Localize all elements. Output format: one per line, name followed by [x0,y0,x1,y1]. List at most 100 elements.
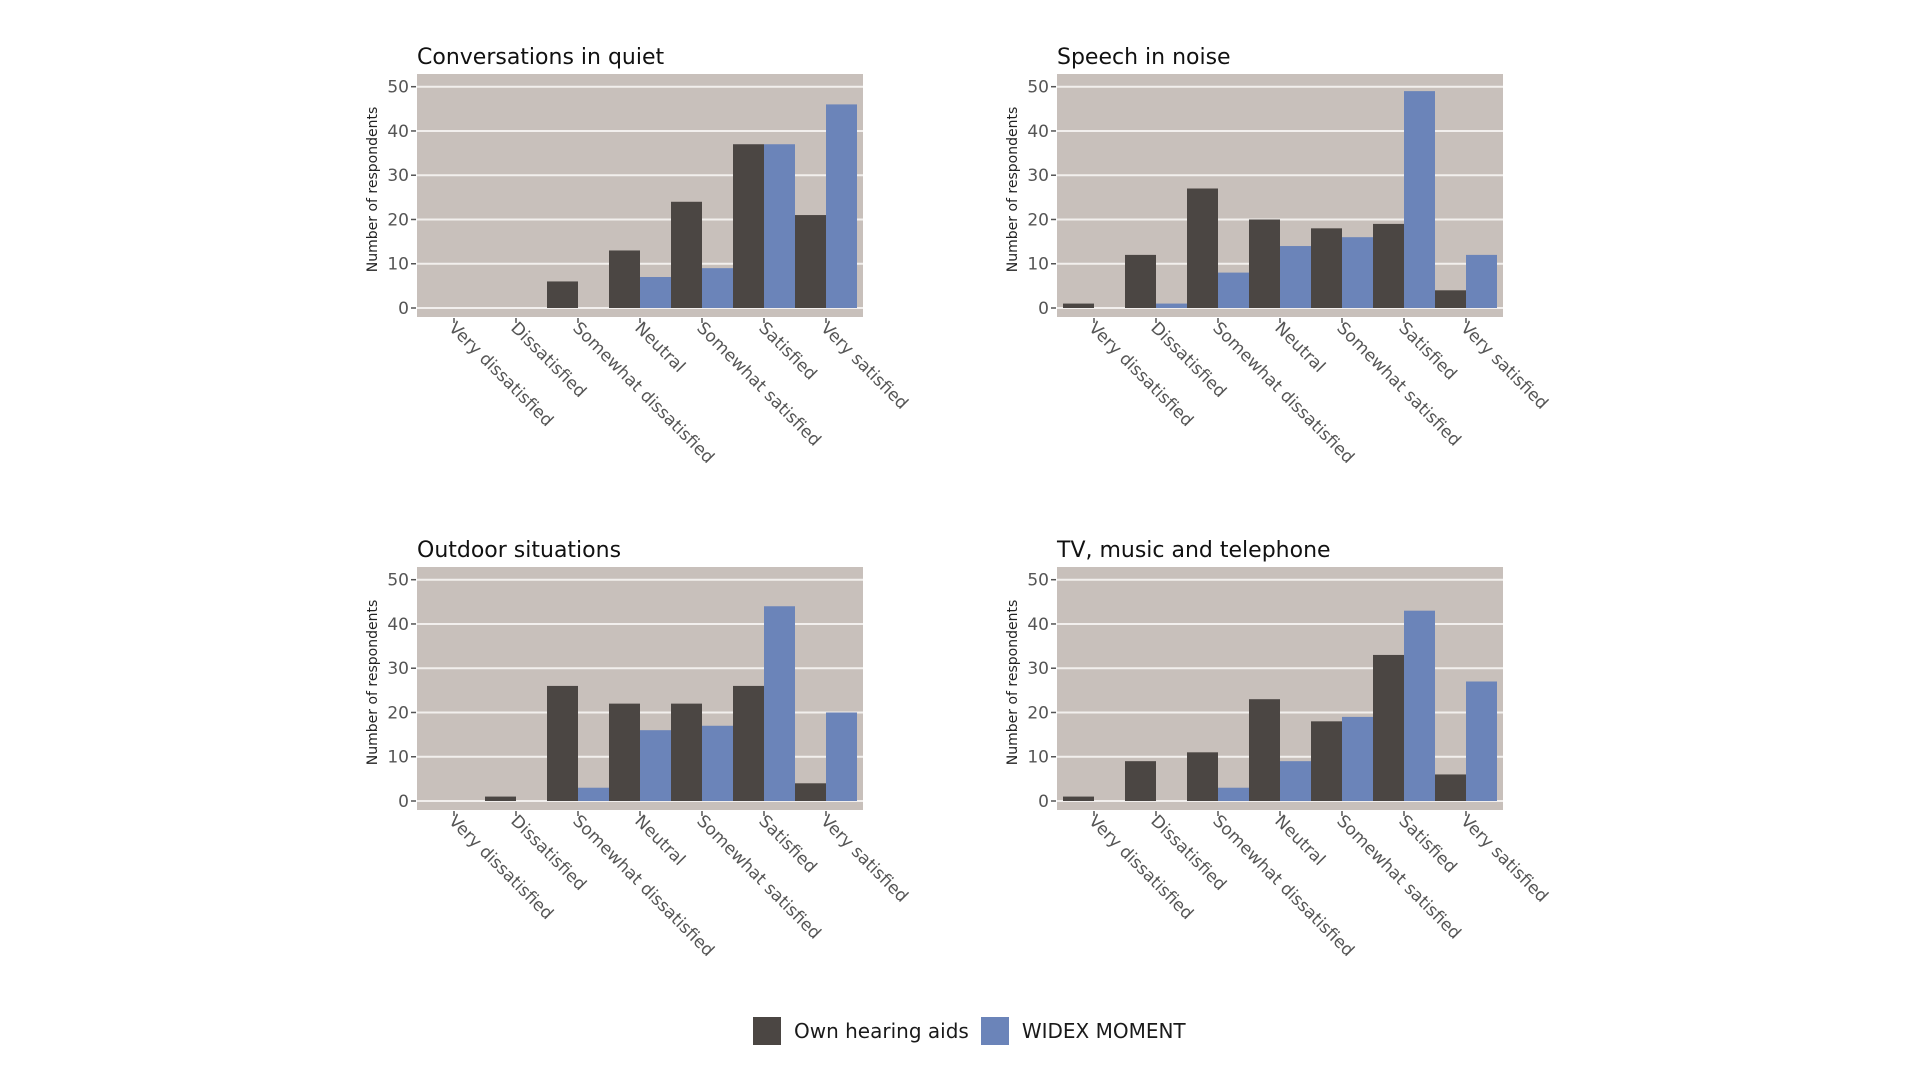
bar-widex-moment-satisfied [764,144,795,308]
y-tick-label: 40 [1027,615,1049,635]
x-tick-label-satisfied: Satisfied [1394,318,1460,384]
y-tick-label: 30 [1027,166,1049,186]
bar-own-hearing-aids-neutral [609,250,640,308]
x-tick-label-very-satisfied: Very satisfied [1456,811,1551,906]
x-tick-label-neutral: Neutral [630,318,689,377]
x-tick-label-very-dissatisfied: Very dissatisfied [444,318,556,430]
bar-own-hearing-aids-very-satisfied [1435,290,1466,308]
bar-own-hearing-aids-satisfied [733,685,764,801]
y-axis-label: Number of respondents [1005,600,1021,765]
y-tick-label: 40 [387,615,409,635]
bar-widex-moment-neutral [640,730,671,801]
y-tick-label: 0 [398,299,409,319]
bar-widex-moment-neutral [640,277,671,308]
bar-own-hearing-aids-very-satisfied [1435,774,1466,801]
y-tick-label: 20 [1027,210,1049,230]
bar-widex-moment-satisfied [1404,91,1435,308]
y-tick-label: 20 [387,210,409,230]
bar-own-hearing-aids-somewhat-dissatisfied [547,685,578,801]
x-tick-label-somewhat-satisfied: Somewhat satisfied [692,318,824,450]
bar-own-hearing-aids-satisfied [733,144,764,308]
x-tick-label-somewhat-satisfied: Somewhat satisfied [1332,811,1464,943]
chart-title-conversations-in-quiet: Conversations in quiet [417,45,665,70]
x-tick-label-very-dissatisfied: Very dissatisfied [1084,811,1196,923]
y-tick-label: 50 [387,78,409,98]
bar-own-hearing-aids-somewhat-satisfied [671,201,702,308]
bar-own-hearing-aids-somewhat-satisfied [1311,228,1342,308]
y-axis-label: Number of respondents [1005,107,1021,272]
x-tick-label-very-dissatisfied: Very dissatisfied [444,811,556,923]
bar-widex-moment-somewhat-satisfied [1342,237,1373,308]
y-axis-label: Number of respondents [365,600,381,765]
bar-widex-moment-neutral [1280,246,1311,308]
x-tick-label-very-dissatisfied: Very dissatisfied [1084,318,1196,430]
bar-own-hearing-aids-dissatisfied [485,796,516,801]
legend-swatch-widex-moment [980,1017,1009,1045]
y-tick-label: 50 [387,571,409,591]
bar-widex-moment-very-satisfied [826,712,857,801]
y-tick-label: 50 [1027,571,1049,591]
y-tick-label: 30 [1027,659,1049,679]
y-tick-label: 10 [1027,748,1049,768]
y-tick-label: 0 [1038,792,1049,812]
x-tick-label-satisfied: Satisfied [1394,811,1460,877]
bar-own-hearing-aids-satisfied [1373,223,1404,308]
x-tick-label-somewhat-satisfied: Somewhat satisfied [692,811,824,943]
bar-own-hearing-aids-somewhat-satisfied [1311,721,1342,801]
bar-own-hearing-aids-dissatisfied [1125,254,1156,308]
bar-widex-moment-dissatisfied [1156,303,1187,308]
bar-own-hearing-aids-somewhat-dissatisfied [547,281,578,308]
bar-own-hearing-aids-very-satisfied [795,215,826,308]
bar-widex-moment-very-satisfied [1466,254,1497,308]
bar-own-hearing-aids-neutral [609,703,640,801]
bar-widex-moment-neutral [1280,761,1311,801]
chart-title-tv-music-and-telephone: TV, music and telephone [1056,538,1331,563]
bar-widex-moment-somewhat-satisfied [702,725,733,801]
x-tick-label-satisfied: Satisfied [754,811,820,877]
bar-widex-moment-satisfied [1404,610,1435,801]
x-tick-label-neutral: Neutral [1270,318,1329,377]
y-tick-label: 10 [1027,255,1049,275]
y-tick-label: 30 [387,659,409,679]
chart-title-outdoor-situations: Outdoor situations [417,538,621,563]
y-tick-label: 40 [387,122,409,142]
bar-own-hearing-aids-somewhat-dissatisfied [1187,752,1218,801]
bar-own-hearing-aids-very-satisfied [795,783,826,801]
legend: Own hearing aids WIDEX MOMENT [753,1016,1198,1046]
bar-own-hearing-aids-satisfied [1373,654,1404,801]
y-tick-label: 50 [1027,78,1049,98]
legend-label-widex-moment: WIDEX MOMENT [1021,1019,1186,1043]
x-tick-label-very-satisfied: Very satisfied [816,318,911,413]
bar-widex-moment-very-satisfied [1466,681,1497,801]
bar-widex-moment-somewhat-dissatisfied [1218,787,1249,801]
bar-widex-moment-somewhat-dissatisfied [578,787,609,801]
bar-widex-moment-satisfied [764,606,795,801]
y-tick-label: 20 [387,703,409,723]
legend-swatch-own-hearing-aids [753,1017,781,1045]
y-tick-label: 30 [387,166,409,186]
bar-widex-moment-somewhat-satisfied [702,268,733,308]
legend-label-own-hearing-aids: Own hearing aids [794,1019,969,1043]
bar-own-hearing-aids-dissatisfied [1125,761,1156,801]
y-tick-label: 0 [1038,299,1049,319]
bar-own-hearing-aids-very-dissatisfied [1063,796,1094,801]
y-tick-label: 20 [1027,703,1049,723]
bar-widex-moment-somewhat-satisfied [1342,716,1373,801]
y-axis-label: Number of respondents [365,107,381,272]
x-tick-label-somewhat-satisfied: Somewhat satisfied [1332,318,1464,450]
x-tick-label-satisfied: Satisfied [754,318,820,384]
x-tick-label-very-satisfied: Very satisfied [1456,318,1551,413]
y-tick-label: 40 [1027,122,1049,142]
y-tick-label: 10 [387,255,409,275]
bar-widex-moment-somewhat-dissatisfied [1218,272,1249,308]
bar-own-hearing-aids-somewhat-satisfied [671,703,702,801]
chart-title-speech-in-noise: Speech in noise [1057,45,1231,70]
bar-widex-moment-very-satisfied [826,104,857,309]
bar-own-hearing-aids-very-dissatisfied [1063,303,1094,308]
x-tick-label-very-satisfied: Very satisfied [816,811,911,906]
y-tick-label: 10 [387,748,409,768]
x-tick-label-neutral: Neutral [1270,811,1329,870]
bar-own-hearing-aids-neutral [1249,219,1280,308]
y-tick-label: 0 [398,792,409,812]
